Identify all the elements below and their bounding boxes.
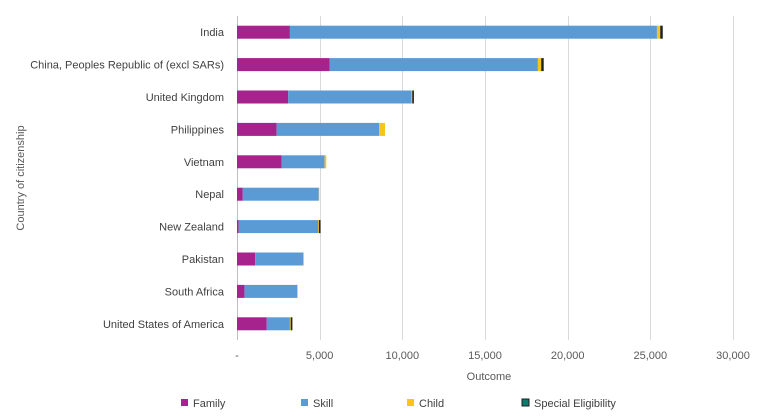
bar-segment-skill bbox=[329, 58, 538, 72]
category-labels: India China, Peoples Republic of (excl SA… bbox=[30, 27, 225, 331]
bar-segment-skill bbox=[276, 122, 380, 136]
category-label: Philippines bbox=[171, 124, 225, 136]
bar-segment-other bbox=[318, 220, 321, 234]
category-label: United States of America bbox=[103, 319, 225, 331]
legend-swatch bbox=[301, 399, 308, 406]
bar-segment-other bbox=[660, 25, 663, 39]
category-label: India bbox=[200, 27, 225, 39]
category-label: Nepal bbox=[195, 189, 224, 201]
x-tick-labels: - 5,000 10,000 15,000 20,000 25,000 30,000 bbox=[235, 350, 750, 362]
bar-segment-family bbox=[237, 90, 289, 104]
bar-segment-child bbox=[379, 122, 385, 136]
bar-segment-skill bbox=[266, 317, 290, 331]
x-axis-title: Outcome bbox=[467, 371, 512, 383]
x-tick-label: 25,000 bbox=[634, 350, 668, 362]
bar-segment-skill bbox=[238, 220, 319, 234]
bar-segment-skill bbox=[242, 187, 319, 201]
bar-segment-family bbox=[237, 58, 330, 72]
bar-segment-child bbox=[656, 25, 661, 39]
x-tick-label: - bbox=[235, 350, 239, 362]
bar-segment-family bbox=[237, 122, 277, 136]
bars bbox=[237, 25, 663, 331]
legend-swatch bbox=[521, 398, 530, 407]
bar-segment-family bbox=[237, 25, 290, 39]
bar-segment-skill bbox=[288, 90, 412, 104]
bar-segment-family bbox=[237, 155, 282, 169]
category-label: South Africa bbox=[165, 286, 225, 298]
category-label: New Zealand bbox=[159, 222, 224, 234]
legend-label: Special Eligibility bbox=[534, 398, 616, 410]
bar-segment-skill bbox=[255, 252, 304, 266]
legend: Family Skill Child Special Eligibility bbox=[181, 398, 616, 410]
category-label: Pakistan bbox=[182, 254, 224, 266]
x-tick-label: 30,000 bbox=[716, 350, 750, 362]
bar-segment-family bbox=[237, 284, 245, 298]
bar-segment-child bbox=[318, 220, 319, 234]
bar-segment-family bbox=[237, 252, 256, 266]
bar-segment-other bbox=[541, 58, 544, 72]
bar-segment-family bbox=[237, 220, 239, 234]
category-label: United Kingdom bbox=[146, 92, 224, 104]
bar-segment-other bbox=[412, 90, 414, 104]
legend-label: Family bbox=[193, 398, 226, 410]
y-axis-title: Country of citizenship bbox=[15, 125, 27, 230]
legend-swatch bbox=[407, 399, 414, 406]
x-tick-label: 10,000 bbox=[386, 350, 420, 362]
x-tick-label: 5,000 bbox=[306, 350, 334, 362]
bar-segment-child bbox=[303, 252, 304, 266]
category-label: China, Peoples Republic of (excl SARs) bbox=[30, 60, 224, 72]
bar-segment-child bbox=[411, 90, 413, 104]
bar-segment-family bbox=[237, 317, 267, 331]
legend-label: Child bbox=[419, 398, 444, 410]
category-label: Vietnam bbox=[184, 157, 224, 169]
legend-label: Skill bbox=[313, 398, 333, 410]
legend-swatch bbox=[181, 399, 188, 406]
x-tick-label: 15,000 bbox=[468, 350, 502, 362]
bar-segment-child bbox=[324, 155, 327, 169]
bar-segment-skill bbox=[289, 25, 657, 39]
bar-segment-family bbox=[237, 187, 243, 201]
bar-segment-other bbox=[290, 317, 293, 331]
bar-segment-child bbox=[289, 317, 291, 331]
x-tick-label: 20,000 bbox=[551, 350, 585, 362]
bar-segment-skill bbox=[244, 284, 298, 298]
bar-segment-skill bbox=[281, 155, 325, 169]
bar-segment-child bbox=[537, 58, 542, 72]
